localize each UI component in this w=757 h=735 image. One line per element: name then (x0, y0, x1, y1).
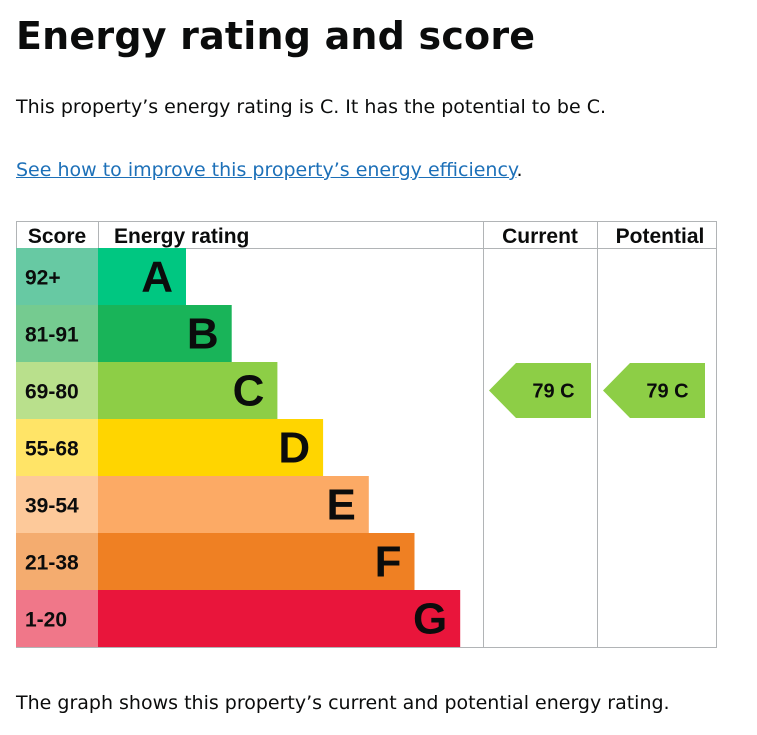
rating-bar-a (98, 248, 186, 305)
improve-efficiency-link[interactable]: See how to improve this property’s energ… (16, 159, 517, 181)
header-energy-rating: Energy rating (114, 225, 249, 248)
rating-letter-a: A (141, 253, 173, 302)
rating-bar-g (98, 590, 461, 647)
potential-rating-arrow (603, 363, 705, 418)
band-score-label: 81-91 (25, 324, 79, 347)
rating-letter-c: C (233, 367, 265, 416)
link-suffix: . (516, 159, 523, 181)
band-score-cell (16, 362, 98, 419)
improve-link-line: See how to improve this property’s energ… (16, 159, 523, 181)
band-score-label: 55-68 (25, 438, 79, 461)
rating-letter-b: B (187, 310, 219, 359)
band-score-label: 21-38 (25, 552, 79, 575)
rating-bar-d (98, 419, 324, 476)
band-score-cell (16, 590, 98, 647)
potential-rating-label: 79 C (646, 381, 688, 403)
band-score-label: 92+ (25, 267, 61, 290)
rating-summary: This property’s energy rating is C. It h… (16, 96, 607, 118)
band-score-cell (16, 533, 98, 590)
rating-bar-f (98, 533, 415, 590)
band-score-cell (16, 419, 98, 476)
band-score-label: 69-80 (25, 381, 79, 404)
page-title: Energy rating and score (16, 14, 536, 58)
band-score-cell (16, 305, 98, 362)
rating-letter-d: D (278, 424, 310, 473)
rating-letter-g: G (413, 595, 447, 644)
current-rating-label: 79 C (532, 381, 574, 403)
band-score-cell (16, 476, 98, 533)
band-score-label: 1-20 (25, 609, 67, 632)
header-potential: Potential (616, 225, 705, 248)
band-score-label: 39-54 (25, 495, 79, 518)
header-current: Current (502, 225, 578, 248)
rating-letter-f: F (375, 538, 402, 587)
current-rating-arrow (489, 363, 591, 418)
band-score-cell (16, 248, 98, 305)
rating-bar-b (98, 305, 232, 362)
chart-caption: The graph shows this property’s current … (16, 692, 670, 714)
header-score: Score (28, 225, 86, 248)
rating-letter-e: E (326, 481, 355, 530)
rating-bar-c (98, 362, 278, 419)
rating-bar-e (98, 476, 369, 533)
